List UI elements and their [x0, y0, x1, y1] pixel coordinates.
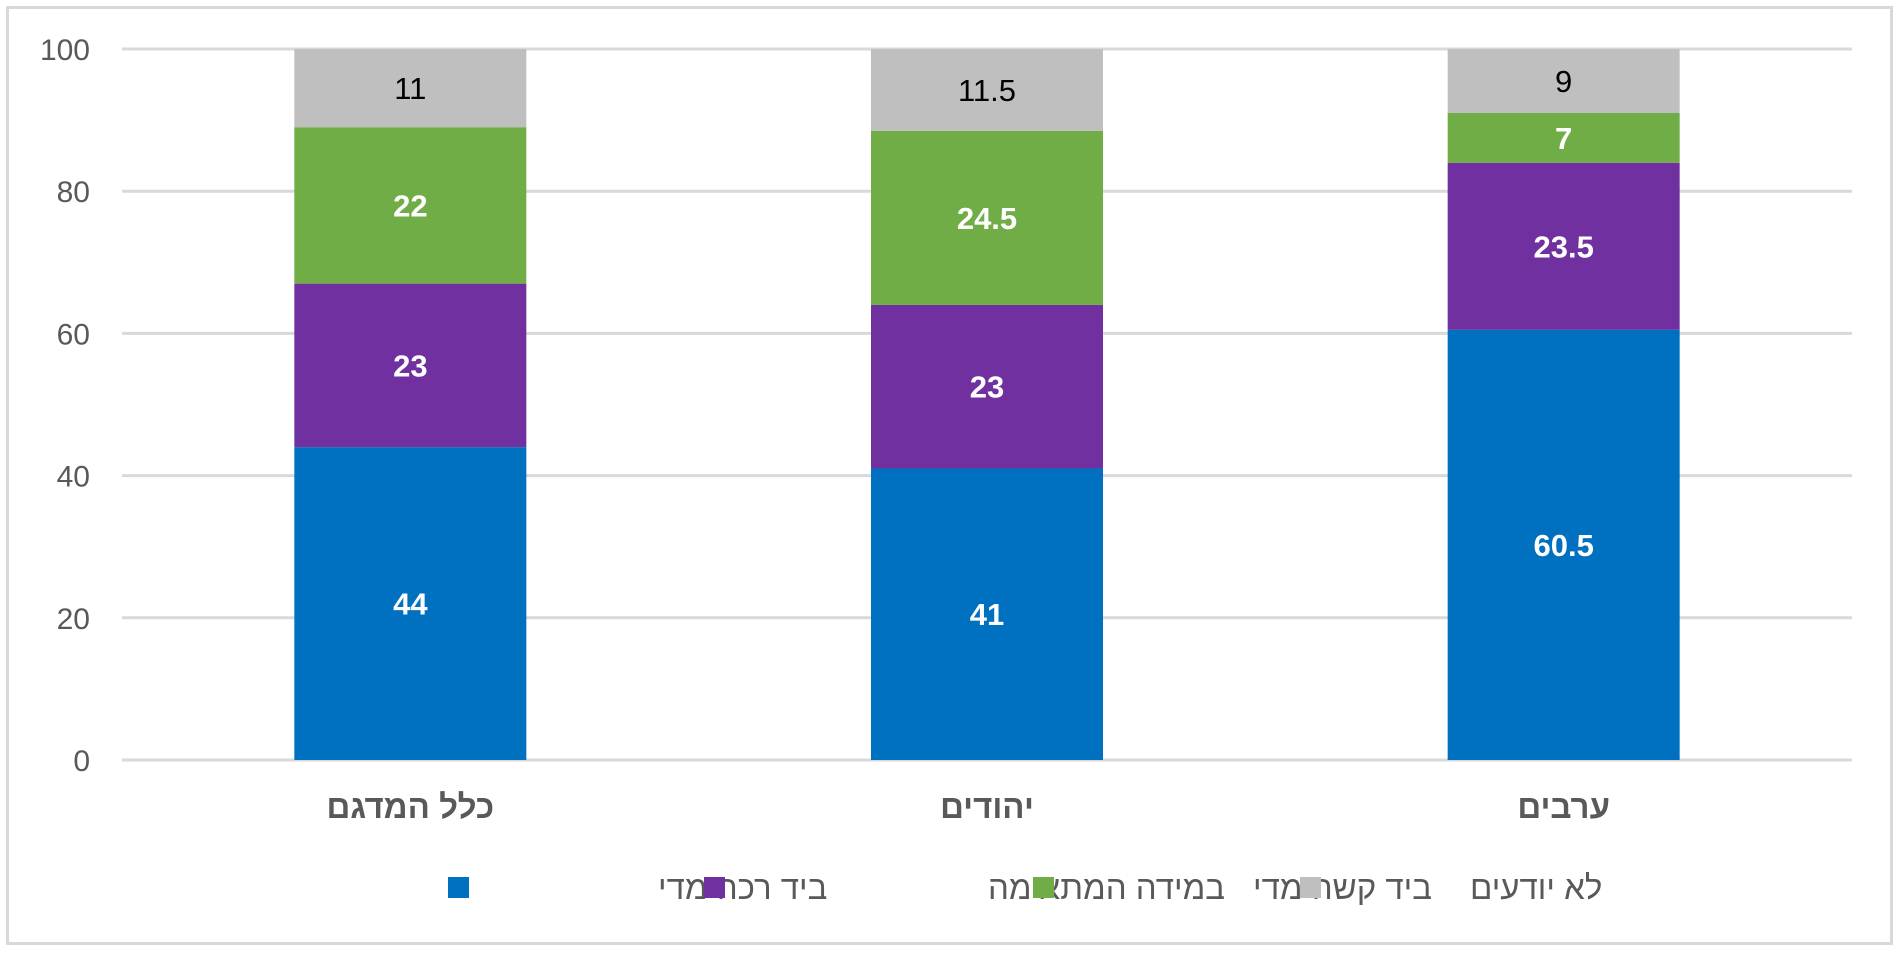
data-label: 23 — [393, 348, 427, 383]
legend-swatch — [704, 877, 725, 898]
x-tick-label: כלל המדגם — [327, 788, 495, 825]
bar-segment — [871, 49, 1103, 131]
data-label: 23 — [970, 370, 1004, 405]
legend: ביד רכה מדי במידה המתאימה ביד קשה מדי לא יו… — [448, 869, 1602, 906]
y-tick-label: 40 — [57, 461, 90, 494]
data-label: 7 — [1555, 121, 1572, 156]
data-labels: 44 23 22 11 41 23 24.5 11.5 60.5 23.5 7 9 — [393, 64, 1594, 632]
legend-label: ביד קשה מדי — [1253, 869, 1432, 906]
data-label: 41 — [970, 597, 1004, 632]
bar-segment — [1447, 329, 1680, 760]
data-label: 23.5 — [1533, 229, 1593, 264]
legend-label: לא יודעים — [1470, 869, 1602, 906]
legend-label: במידה המתאימה — [988, 869, 1225, 906]
y-tick-label: 60 — [57, 318, 90, 351]
data-label: 44 — [393, 587, 428, 622]
y-tick-label: 100 — [40, 34, 90, 67]
bar-segment — [871, 468, 1103, 760]
bars — [294, 49, 1680, 760]
y-tick-label: 20 — [57, 603, 90, 636]
data-label: 9 — [1555, 64, 1572, 99]
data-label: 22 — [393, 188, 427, 223]
bar-segment — [1447, 162, 1680, 330]
bar-segment — [1447, 49, 1680, 113]
legend-label: ביד רכה מדי — [658, 869, 827, 906]
bar-segment — [871, 130, 1103, 305]
data-label: 11 — [394, 71, 426, 106]
bar-segment — [294, 447, 527, 760]
bar-segment — [294, 49, 527, 128]
x-tick-label: יהודים — [940, 788, 1034, 825]
bar-segment — [1447, 112, 1680, 163]
bar-segment — [294, 283, 527, 448]
legend-swatch — [448, 877, 469, 898]
data-label: 60.5 — [1533, 528, 1593, 563]
x-tick-label: ערבים — [1517, 788, 1610, 825]
x-axis-ticks: כלל המדגם יהודים ערבים — [327, 788, 1610, 825]
data-label: 11.5 — [958, 73, 1016, 108]
y-axis-ticks: 0 20 40 60 80 100 — [40, 34, 90, 778]
legend-swatch — [1033, 877, 1054, 898]
bar-segment — [871, 304, 1103, 469]
legend-swatch — [1300, 877, 1321, 898]
y-tick-label: 0 — [73, 745, 90, 778]
y-tick-label: 80 — [57, 176, 90, 209]
bar-segment — [294, 127, 527, 284]
data-label: 24.5 — [957, 201, 1017, 236]
